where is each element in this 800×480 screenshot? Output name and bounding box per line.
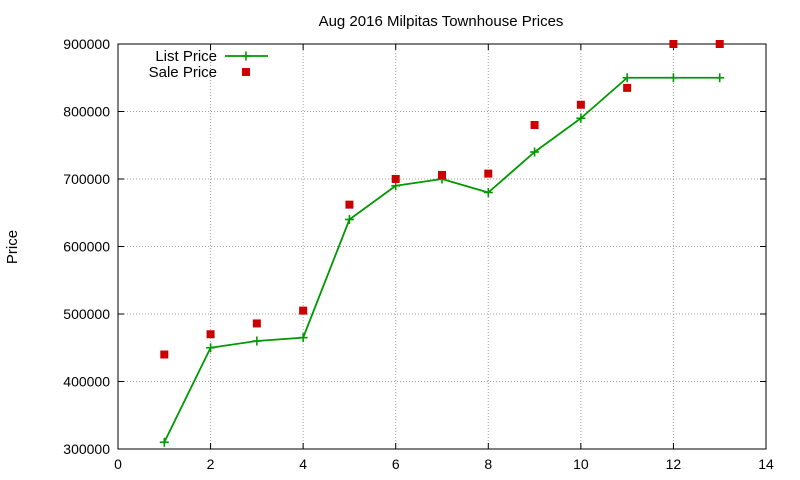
legend-plus-marker bbox=[241, 51, 251, 61]
y-axis-label: Price bbox=[4, 230, 21, 264]
sale-price-point bbox=[438, 170, 446, 179]
y-tick-label: 800000 bbox=[63, 104, 110, 120]
sale-price-point bbox=[391, 175, 400, 183]
list-price-point bbox=[252, 336, 262, 346]
list-price-point bbox=[298, 333, 308, 343]
sale-price-point bbox=[345, 200, 354, 209]
sale-price-point bbox=[530, 121, 539, 129]
y-tick-label: 300000 bbox=[63, 441, 110, 457]
x-tick-label: 10 bbox=[573, 456, 589, 472]
y-tick-label: 400000 bbox=[63, 374, 110, 390]
series bbox=[159, 40, 725, 447]
series-2 bbox=[160, 40, 724, 359]
x-tick-label: 14 bbox=[758, 456, 774, 472]
x-tick-label: 2 bbox=[207, 456, 215, 472]
x-tick-label: 4 bbox=[299, 456, 307, 472]
sale-price-point bbox=[623, 83, 632, 92]
sale-price-point bbox=[715, 40, 724, 48]
sale-price-point bbox=[576, 100, 585, 109]
legend-label-2: Sale Price bbox=[149, 64, 217, 81]
list-price-point bbox=[344, 215, 354, 224]
sale-price-point bbox=[484, 169, 493, 178]
y-tick-label: 700000 bbox=[63, 171, 110, 187]
y-tick-label: 500000 bbox=[63, 306, 110, 322]
sale-price-point bbox=[299, 306, 308, 315]
grid bbox=[118, 44, 766, 449]
axes: 0 2 4 6 8 10 12 14 300000 400000 500000 600000 70000… bbox=[63, 36, 774, 472]
x-tick-label: 12 bbox=[666, 456, 682, 472]
sale-price-point bbox=[669, 40, 678, 48]
list-price-point bbox=[622, 73, 632, 83]
sale-price-point bbox=[160, 350, 169, 359]
list-price-point bbox=[206, 343, 216, 353]
list-price-point bbox=[715, 73, 725, 83]
x-tick-label: 8 bbox=[484, 456, 492, 472]
list-price-line bbox=[163, 76, 720, 443]
sale-price-point bbox=[252, 319, 261, 328]
list-price-point bbox=[668, 73, 678, 83]
y-tick-label: 600000 bbox=[63, 239, 110, 255]
list-price-point bbox=[530, 147, 540, 157]
list-price-point bbox=[483, 188, 493, 197]
list-price-point bbox=[576, 113, 586, 123]
x-tick-label: 0 bbox=[114, 456, 122, 472]
chart-title: Aug 2016 Milpitas Townhouse Prices bbox=[319, 13, 564, 30]
labels: Aug 2016 Milpitas Townhouse Prices Price bbox=[4, 13, 563, 264]
list-price-point bbox=[159, 437, 169, 447]
legend-label-1: List Price bbox=[155, 48, 217, 65]
y-tick-label: 900000 bbox=[63, 36, 110, 52]
legend-square-marker bbox=[242, 68, 250, 76]
sale-price-point bbox=[206, 330, 215, 339]
series-1 bbox=[159, 73, 725, 447]
x-tick-label: 6 bbox=[392, 456, 400, 472]
